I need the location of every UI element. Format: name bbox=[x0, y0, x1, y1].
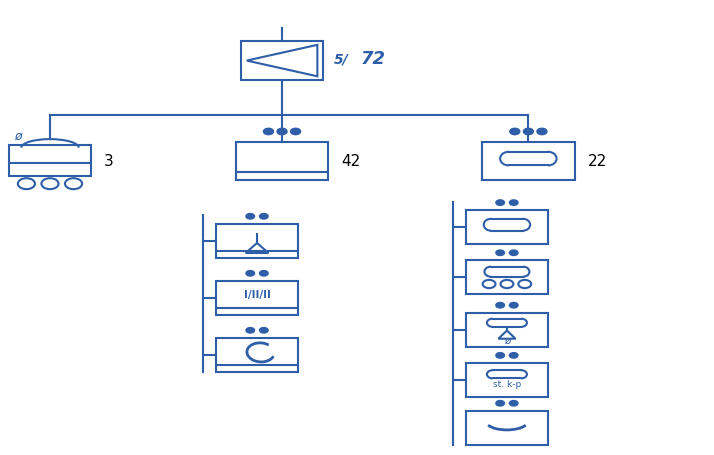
Bar bbox=[216, 281, 298, 315]
Text: 5/: 5/ bbox=[334, 52, 348, 66]
Circle shape bbox=[537, 129, 547, 136]
Text: 72: 72 bbox=[361, 50, 386, 68]
Text: 42: 42 bbox=[341, 154, 361, 169]
Circle shape bbox=[291, 129, 301, 136]
Circle shape bbox=[263, 129, 273, 136]
Circle shape bbox=[510, 353, 518, 359]
Bar bbox=[9, 146, 91, 177]
Circle shape bbox=[510, 129, 520, 136]
Bar bbox=[466, 363, 548, 397]
Circle shape bbox=[260, 214, 268, 220]
Text: I/II/II: I/II/II bbox=[243, 289, 271, 299]
Bar bbox=[466, 410, 548, 445]
Bar bbox=[466, 260, 548, 295]
Bar bbox=[466, 211, 548, 245]
Circle shape bbox=[496, 401, 504, 406]
Bar bbox=[216, 224, 298, 258]
Bar bbox=[241, 42, 323, 81]
Circle shape bbox=[496, 303, 504, 308]
Circle shape bbox=[510, 303, 518, 308]
Bar bbox=[216, 338, 298, 372]
Circle shape bbox=[510, 401, 518, 406]
Bar bbox=[482, 142, 575, 181]
Circle shape bbox=[260, 271, 268, 277]
Text: ø: ø bbox=[504, 335, 510, 345]
Circle shape bbox=[510, 200, 518, 206]
Text: 3: 3 bbox=[104, 154, 114, 169]
Text: ø: ø bbox=[14, 130, 21, 142]
Text: 22: 22 bbox=[588, 154, 607, 169]
Circle shape bbox=[510, 250, 518, 256]
Circle shape bbox=[496, 200, 504, 206]
Text: st. k-p: st. k-p bbox=[493, 379, 521, 388]
Circle shape bbox=[496, 353, 504, 359]
Circle shape bbox=[260, 328, 268, 333]
Circle shape bbox=[277, 129, 287, 136]
Bar bbox=[466, 313, 548, 347]
Bar bbox=[236, 142, 328, 181]
Circle shape bbox=[246, 271, 254, 277]
Circle shape bbox=[246, 214, 254, 220]
Circle shape bbox=[496, 250, 504, 256]
Circle shape bbox=[523, 129, 533, 136]
Circle shape bbox=[246, 328, 254, 333]
